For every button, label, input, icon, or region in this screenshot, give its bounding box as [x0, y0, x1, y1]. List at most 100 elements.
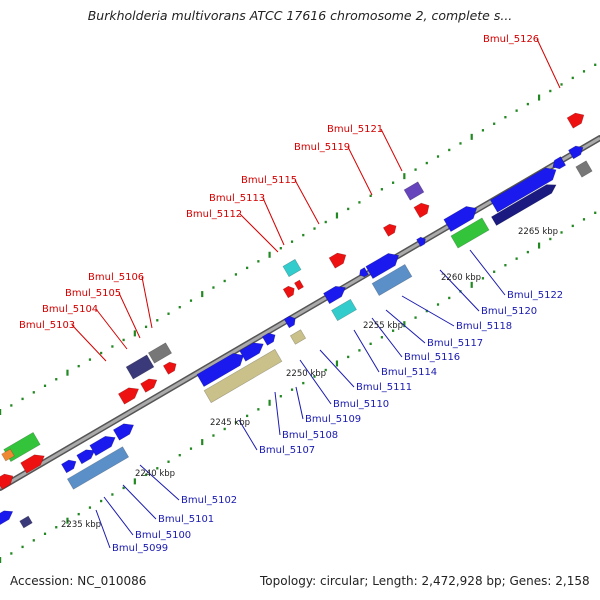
gene-label-bmul-5105[interactable]: Bmul_5105 — [65, 288, 121, 299]
feature-arrow[interactable] — [0, 471, 16, 490]
guide-tick — [515, 257, 518, 260]
gene-label-bmul-5112[interactable]: Bmul_5112 — [186, 209, 242, 220]
feature-box[interactable] — [203, 348, 283, 404]
feature-arrow[interactable] — [282, 284, 297, 299]
feature-box[interactable] — [450, 217, 490, 249]
guide-tick — [268, 399, 271, 406]
feature-arrow[interactable] — [112, 420, 136, 441]
feature-box[interactable] — [19, 515, 33, 529]
gene-label-bmul-5100[interactable]: Bmul_5100 — [135, 530, 191, 541]
guide-tick — [144, 325, 148, 329]
guide-tick — [380, 188, 383, 191]
feature-box[interactable] — [66, 446, 130, 490]
feature-box[interactable] — [575, 160, 593, 178]
guide-tick — [257, 260, 260, 263]
leader-line — [238, 419, 258, 451]
feature-arrow[interactable] — [76, 446, 98, 465]
feature-arrow[interactable] — [568, 143, 585, 160]
feature-arrow[interactable] — [283, 314, 298, 329]
guide-tick — [582, 218, 586, 221]
feature-arrow[interactable] — [443, 202, 480, 233]
gene-label-bmul-5117[interactable]: Bmul_5117 — [427, 338, 483, 349]
gene-label-bmul-5110[interactable]: Bmul_5110 — [333, 399, 389, 410]
guide-tick — [201, 291, 204, 298]
feature-arrow[interactable] — [0, 507, 15, 526]
gene-label-bmul-5113[interactable]: Bmul_5113 — [209, 193, 265, 204]
feature-arrow[interactable] — [162, 360, 178, 375]
leader-line — [118, 292, 141, 339]
feature-box[interactable] — [289, 329, 307, 345]
feature-box[interactable] — [371, 263, 413, 297]
guide-tick — [122, 486, 125, 490]
feature-arrow[interactable] — [61, 457, 78, 474]
gene-label-bmul-5121[interactable]: Bmul_5121 — [327, 124, 383, 135]
guide-tick — [549, 237, 552, 241]
gene-label-bmul-5120[interactable]: Bmul_5120 — [481, 306, 537, 317]
guide-tick — [144, 473, 148, 477]
feature-arrow[interactable] — [117, 384, 141, 405]
feature-box[interactable] — [125, 354, 155, 380]
guide-tick — [178, 453, 181, 457]
gene-label-bmul-5114[interactable]: Bmul_5114 — [381, 367, 437, 378]
feature-arrow[interactable] — [20, 451, 48, 474]
feature-arrow[interactable] — [365, 249, 402, 280]
feature-box[interactable] — [147, 342, 173, 364]
guide-tick — [55, 526, 58, 529]
gene-label-bmul-5109[interactable]: Bmul_5109 — [305, 414, 361, 425]
guide-tick — [594, 211, 597, 214]
gene-label-bmul-5118[interactable]: Bmul_5118 — [456, 321, 512, 332]
kbp-tick-2240: 2240 kbp — [135, 469, 175, 479]
feature-box[interactable] — [293, 279, 305, 291]
guide-tick — [302, 381, 305, 385]
gene-label-bmul-5115[interactable]: Bmul_5115 — [241, 175, 297, 186]
feature-arrow[interactable] — [566, 110, 587, 129]
feature-box[interactable] — [1, 448, 15, 462]
guide-tick — [133, 478, 136, 485]
guide-tick — [66, 369, 69, 376]
feature-arrow[interactable] — [382, 222, 398, 237]
gene-label-bmul-5126[interactable]: Bmul_5126 — [483, 34, 539, 45]
feature-arrow[interactable] — [323, 282, 348, 305]
guide-tick — [66, 517, 69, 524]
guide-tick — [504, 264, 507, 267]
feature-arrow[interactable] — [490, 181, 558, 226]
feature-arrow[interactable] — [358, 267, 369, 279]
leader-line — [95, 308, 128, 350]
feature-arrow[interactable] — [261, 331, 277, 346]
leader-line — [319, 349, 355, 388]
gene-label-bmul-5104[interactable]: Bmul_5104 — [42, 304, 98, 315]
feature-box[interactable] — [282, 258, 302, 278]
gene-label-bmul-5102[interactable]: Bmul_5102 — [181, 495, 237, 506]
gene-label-bmul-5101[interactable]: Bmul_5101 — [158, 514, 214, 525]
gene-label-bmul-5108[interactable]: Bmul_5108 — [282, 430, 338, 441]
feature-arrow[interactable] — [416, 236, 428, 247]
guide-tick — [0, 557, 2, 563]
gene-label-bmul-5099[interactable]: Bmul_5099 — [112, 543, 168, 554]
feature-arrow[interactable] — [550, 156, 567, 172]
gene-label-bmul-5116[interactable]: Bmul_5116 — [404, 352, 460, 363]
gene-label-bmul-5111[interactable]: Bmul_5111 — [356, 382, 412, 393]
gene-label-bmul-5119[interactable]: Bmul_5119 — [294, 142, 350, 153]
gene-label-bmul-5107[interactable]: Bmul_5107 — [259, 445, 315, 456]
gene-label-bmul-5103[interactable]: Bmul_5103 — [19, 320, 75, 331]
feature-box[interactable] — [331, 298, 357, 322]
gene-label-bmul-5122[interactable]: Bmul_5122 — [507, 290, 563, 301]
feature-arrow[interactable] — [196, 349, 247, 388]
guide-tick — [335, 212, 339, 219]
guide-tick — [537, 94, 541, 101]
guide-tick — [55, 378, 58, 381]
feature-arrow[interactable] — [239, 339, 267, 362]
upper-gene-labels: Bmul_5103 Bmul_5104 Bmul_5105 Bmul_5106 … — [19, 34, 539, 331]
feature-box[interactable] — [403, 181, 425, 201]
feature-arrow[interactable] — [413, 200, 432, 219]
guide-tick — [560, 83, 563, 86]
guide-tick — [246, 414, 249, 418]
feature-arrow[interactable] — [489, 164, 559, 213]
gene-label-bmul-5106[interactable]: Bmul_5106 — [88, 272, 144, 283]
guide-tick — [324, 368, 327, 372]
feature-arrow[interactable] — [328, 250, 349, 269]
leader-line — [347, 146, 373, 196]
feature-arrow[interactable] — [140, 376, 160, 393]
leader-line — [439, 269, 480, 312]
feature-arrow[interactable] — [89, 432, 119, 457]
